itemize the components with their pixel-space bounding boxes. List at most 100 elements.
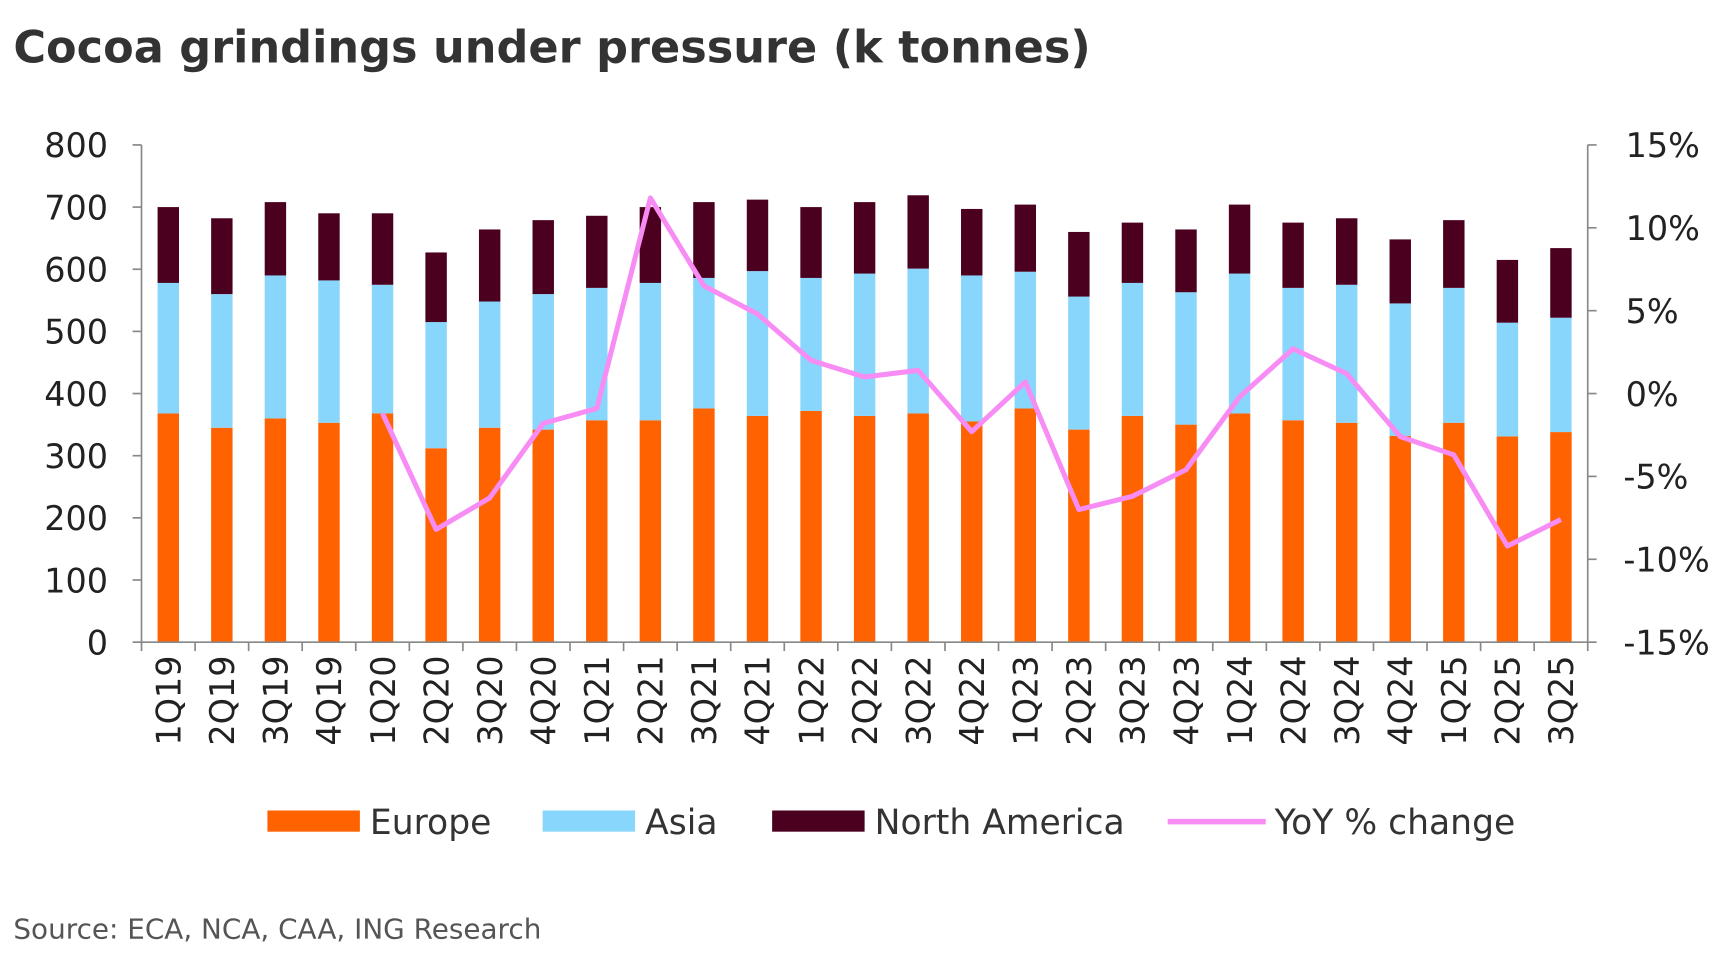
bar-north-america-2Q19 xyxy=(211,218,233,295)
bar-europe-2Q20 xyxy=(425,448,447,643)
bar-north-america-1Q21 xyxy=(586,215,608,288)
bar-north-america-2Q25 xyxy=(1496,259,1519,323)
bar-asia-2Q21 xyxy=(639,282,662,421)
y-tick-label: 200 xyxy=(44,499,108,538)
x-tick-label: 4Q20 xyxy=(524,656,563,746)
axes: 1Q19 2Q19 3Q19 4Q19 1Q20 2Q20 3Q20 4Q20 1Q21 2Q21… xyxy=(44,126,1709,745)
bar-asia-4Q22 xyxy=(961,275,983,422)
bar-europe-1Q19 xyxy=(157,413,179,643)
x-tick-label: 1Q19 xyxy=(150,656,189,746)
x-tick-label: 2Q24 xyxy=(1274,656,1313,746)
bar-asia-4Q19 xyxy=(318,280,340,423)
y2-tick-label: -5% xyxy=(1623,458,1688,497)
bar-europe-4Q23 xyxy=(1175,424,1197,643)
bar-asia-2Q24 xyxy=(1282,287,1304,421)
bar-north-america-4Q21 xyxy=(746,199,769,272)
bar-north-america-3Q25 xyxy=(1550,248,1572,318)
bar-asia-4Q21 xyxy=(746,271,769,416)
legend-item-europe: Europe xyxy=(267,803,491,843)
y2-tick-label: 0% xyxy=(1626,375,1679,414)
bar-asia-4Q23 xyxy=(1175,292,1197,425)
bar-north-america-3Q20 xyxy=(478,229,501,302)
bar-europe-2Q21 xyxy=(639,420,662,643)
bar-europe-1Q24 xyxy=(1228,413,1251,643)
bar-asia-2Q19 xyxy=(211,294,233,428)
bar-europe-4Q24 xyxy=(1389,435,1411,643)
y-tick-label: 600 xyxy=(44,250,108,289)
bar-europe-3Q20 xyxy=(478,427,501,643)
bar-asia-3Q22 xyxy=(907,268,929,414)
bar-asia-2Q20 xyxy=(425,322,447,449)
x-tick-label: 3Q25 xyxy=(1542,656,1581,746)
bar-north-america-2Q20 xyxy=(425,252,447,323)
legend-label: Asia xyxy=(645,803,717,843)
y-tick-label: 300 xyxy=(44,437,108,476)
bar-north-america-4Q24 xyxy=(1389,239,1411,304)
bar-europe-1Q21 xyxy=(586,420,608,643)
x-tick-label: 1Q24 xyxy=(1221,656,1260,746)
x-tick-label: 1Q21 xyxy=(578,656,617,746)
bar-asia-2Q22 xyxy=(853,273,876,416)
x-tick-label: 2Q21 xyxy=(632,656,671,746)
y2-tick-label: -10% xyxy=(1623,541,1709,580)
x-tick-label: 1Q22 xyxy=(792,656,831,746)
bar-asia-1Q22 xyxy=(800,277,822,411)
legend-item-asia: Asia xyxy=(542,803,718,843)
x-tick-label: 2Q20 xyxy=(417,656,456,746)
y-tick-label: 400 xyxy=(44,375,108,414)
bar-north-america-1Q23 xyxy=(1014,204,1037,272)
x-tick-label: 1Q25 xyxy=(1435,656,1474,746)
y-tick-label: 100 xyxy=(44,561,108,600)
bar-europe-1Q22 xyxy=(800,410,822,643)
bar-asia-3Q19 xyxy=(264,275,287,419)
bar-asia-1Q24 xyxy=(1228,273,1251,414)
bar-europe-3Q22 xyxy=(907,413,929,643)
x-tick-label: 3Q20 xyxy=(471,656,510,746)
bar-asia-1Q20 xyxy=(371,284,394,414)
y-tick-label: 500 xyxy=(44,313,108,352)
x-tick-label: 2Q22 xyxy=(846,656,885,746)
x-tick-label: 4Q22 xyxy=(953,656,992,746)
y2-tick-label: 10% xyxy=(1626,209,1700,248)
bar-asia-4Q24 xyxy=(1389,303,1411,436)
bar-europe-3Q19 xyxy=(264,418,287,643)
bar-europe-2Q22 xyxy=(853,415,876,643)
legend-label: North America xyxy=(875,803,1125,843)
bar-asia-3Q21 xyxy=(693,277,715,409)
bar-europe-1Q23 xyxy=(1014,408,1037,643)
bar-europe-2Q24 xyxy=(1282,420,1304,643)
bar-north-america-4Q23 xyxy=(1175,229,1197,293)
x-tick-label: 1Q20 xyxy=(364,656,403,746)
bar-europe-1Q25 xyxy=(1443,422,1465,643)
x-tick-label: 3Q19 xyxy=(257,656,296,746)
bar-asia-3Q23 xyxy=(1121,282,1144,416)
bar-europe-4Q20 xyxy=(532,429,554,643)
y-tick-label: 800 xyxy=(44,126,108,165)
bar-north-america-4Q20 xyxy=(532,220,554,295)
bar-north-america-3Q24 xyxy=(1335,218,1358,285)
x-tick-label: 1Q23 xyxy=(1007,656,1046,746)
x-tick-label: 2Q19 xyxy=(203,656,242,746)
bar-north-america-2Q23 xyxy=(1068,231,1090,297)
y-tick-label: 0 xyxy=(87,623,108,662)
legend: Europe Asia North America YoY % change xyxy=(267,803,1515,843)
bar-asia-2Q23 xyxy=(1068,296,1090,430)
yoy-line xyxy=(380,195,1563,549)
bar-europe-4Q19 xyxy=(318,422,340,643)
bar-north-america-2Q24 xyxy=(1282,222,1304,288)
bar-europe-4Q21 xyxy=(746,415,769,643)
x-tick-label: 3Q23 xyxy=(1114,656,1153,746)
bar-europe-3Q25 xyxy=(1550,432,1572,643)
bar-asia-1Q25 xyxy=(1443,287,1465,423)
y-tick-label: 700 xyxy=(44,188,108,227)
bar-europe-1Q20 xyxy=(371,413,394,643)
bar-north-america-1Q22 xyxy=(800,207,822,278)
bar-north-america-4Q22 xyxy=(961,208,983,276)
legend-item-north-america: North America xyxy=(772,803,1125,843)
y2-tick-label: 15% xyxy=(1626,126,1700,165)
x-tick-label: 3Q21 xyxy=(685,656,724,746)
x-tick-label: 3Q22 xyxy=(899,656,938,746)
bar-north-america-3Q19 xyxy=(264,202,287,276)
source-note: Source: ECA, NCA, CAA, ING Research xyxy=(13,913,541,946)
bar-asia-4Q20 xyxy=(532,294,554,430)
